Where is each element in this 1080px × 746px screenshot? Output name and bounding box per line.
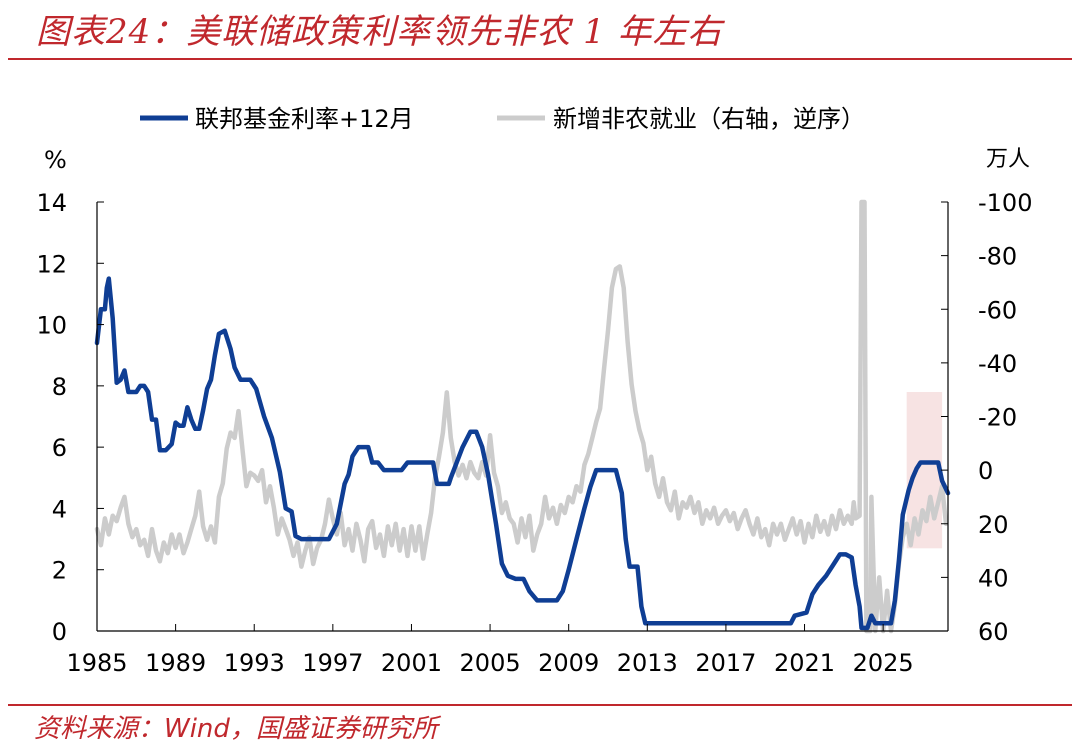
tick-layer: 0 2 4 6 8 10 12 14 60 40 20 0 -20 -40 -60 -80 -100 1985 19…	[36, 189, 1032, 677]
right-y-tick-label: 40	[978, 564, 1009, 592]
right-y-tick-label: -100	[978, 189, 1032, 217]
x-tick-label: 2017	[695, 649, 756, 677]
legend-label-payrolls: 新增非农就业（右轴，逆序）	[553, 105, 865, 133]
right-y-tick-label: -40	[978, 350, 1017, 378]
left-y-tick-label: 12	[36, 250, 67, 278]
chart: 0 2 4 6 8 10 12 14 60 40 20 0 -20 -40 -60 -80 -100 1985 19…	[36, 105, 1032, 677]
left-y-tick-label: 6	[52, 434, 67, 462]
right-y-tick-label: -20	[978, 404, 1017, 432]
left-y-tick-label: 10	[36, 312, 67, 340]
series-line-payrolls	[94, 199, 949, 634]
right-y-tick-label: -60	[978, 296, 1017, 324]
chart-title: 图表24：美联储政策利率领先非农 1 年左右	[36, 12, 723, 52]
x-tick-label: 1989	[145, 649, 206, 677]
x-tick-label: 2025	[853, 649, 914, 677]
left-y-tick-label: 2	[52, 557, 67, 585]
x-tick-label: 1997	[302, 649, 363, 677]
series-line-fed	[94, 276, 951, 631]
left-y-tick-label: 14	[36, 189, 67, 217]
axes	[96, 202, 949, 632]
x-tick-label: 2021	[774, 649, 835, 677]
left-axis-unit: %	[44, 146, 67, 174]
series-layer	[94, 199, 951, 634]
x-tick-label: 2013	[617, 649, 678, 677]
x-tick-label: 2005	[460, 649, 521, 677]
right-y-tick-label: 60	[978, 618, 1009, 646]
source-note: 资料来源：Wind，国盛证券研究所	[34, 714, 438, 744]
legend-label-fed: 联邦基金利率+12月	[195, 105, 414, 133]
title-rule	[8, 58, 1072, 60]
left-y-tick-label: 8	[52, 373, 67, 401]
left-y-tick-label: 4	[52, 495, 67, 523]
right-y-tick-label: -80	[978, 243, 1017, 271]
x-tick-label: 2009	[538, 649, 599, 677]
x-tick-label: 2001	[381, 649, 442, 677]
x-tick-label: 1985	[66, 649, 127, 677]
legend: 联邦基金利率+12月 新增非农就业（右轴，逆序）	[140, 105, 865, 133]
right-y-tick-label: 0	[978, 457, 993, 485]
left-y-tick-label: 0	[52, 618, 67, 646]
right-axis-unit: 万人	[986, 147, 1030, 172]
x-tick-label: 1993	[224, 649, 285, 677]
right-y-tick-label: 20	[978, 511, 1009, 539]
source-rule	[8, 704, 1072, 706]
